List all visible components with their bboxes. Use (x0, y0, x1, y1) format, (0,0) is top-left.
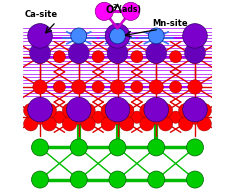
Circle shape (101, 117, 115, 131)
Circle shape (31, 171, 48, 188)
Circle shape (122, 2, 140, 20)
Circle shape (148, 139, 165, 156)
Circle shape (110, 50, 125, 64)
Circle shape (158, 103, 173, 118)
Circle shape (131, 111, 143, 123)
Circle shape (131, 81, 143, 93)
Circle shape (28, 24, 52, 48)
Circle shape (179, 117, 193, 131)
Text: O: O (105, 5, 114, 15)
Circle shape (110, 28, 125, 44)
Circle shape (183, 24, 207, 48)
Circle shape (148, 28, 164, 44)
Circle shape (169, 51, 182, 63)
Circle shape (72, 50, 86, 64)
Circle shape (92, 51, 104, 63)
Circle shape (81, 103, 95, 118)
Circle shape (105, 24, 130, 48)
Circle shape (187, 139, 204, 156)
Circle shape (33, 110, 47, 124)
Circle shape (101, 103, 115, 118)
Text: Mn-site: Mn-site (153, 19, 188, 28)
Circle shape (81, 117, 95, 131)
Circle shape (149, 80, 163, 94)
Circle shape (188, 80, 202, 94)
Circle shape (187, 171, 204, 188)
Circle shape (197, 103, 212, 118)
Circle shape (120, 117, 134, 131)
Circle shape (158, 117, 173, 131)
Circle shape (53, 51, 66, 63)
Circle shape (146, 43, 167, 63)
Circle shape (120, 103, 134, 118)
Circle shape (149, 50, 163, 64)
Circle shape (109, 139, 126, 156)
Circle shape (92, 111, 104, 123)
Circle shape (107, 43, 128, 63)
Circle shape (188, 50, 202, 64)
Circle shape (67, 97, 91, 122)
Circle shape (183, 97, 207, 122)
Circle shape (184, 43, 205, 63)
Circle shape (110, 110, 125, 124)
Circle shape (197, 117, 212, 131)
Circle shape (31, 139, 48, 156)
Circle shape (53, 111, 66, 123)
Circle shape (24, 103, 38, 118)
Circle shape (30, 43, 51, 63)
Circle shape (169, 81, 182, 93)
Circle shape (70, 139, 87, 156)
Circle shape (42, 117, 56, 131)
Circle shape (144, 97, 168, 122)
Circle shape (149, 110, 163, 124)
Circle shape (109, 171, 126, 188)
Circle shape (72, 80, 86, 94)
Circle shape (92, 81, 104, 93)
Circle shape (68, 43, 89, 63)
Circle shape (72, 110, 86, 124)
Text: Ca-site: Ca-site (25, 10, 58, 19)
Circle shape (188, 110, 202, 124)
Circle shape (71, 28, 87, 44)
Circle shape (169, 111, 182, 123)
Circle shape (62, 103, 77, 118)
Circle shape (53, 81, 66, 93)
Text: (ads): (ads) (116, 5, 141, 14)
Circle shape (33, 50, 47, 64)
Circle shape (70, 171, 87, 188)
Circle shape (28, 97, 52, 122)
Circle shape (24, 117, 38, 131)
Circle shape (110, 80, 125, 94)
Circle shape (148, 171, 165, 188)
Circle shape (140, 117, 154, 131)
Circle shape (105, 97, 130, 122)
Circle shape (62, 117, 77, 131)
Text: 2: 2 (113, 4, 117, 9)
Circle shape (179, 103, 193, 118)
Circle shape (33, 80, 47, 94)
Circle shape (131, 51, 143, 63)
Circle shape (42, 103, 56, 118)
Circle shape (95, 2, 113, 20)
Circle shape (140, 103, 154, 118)
